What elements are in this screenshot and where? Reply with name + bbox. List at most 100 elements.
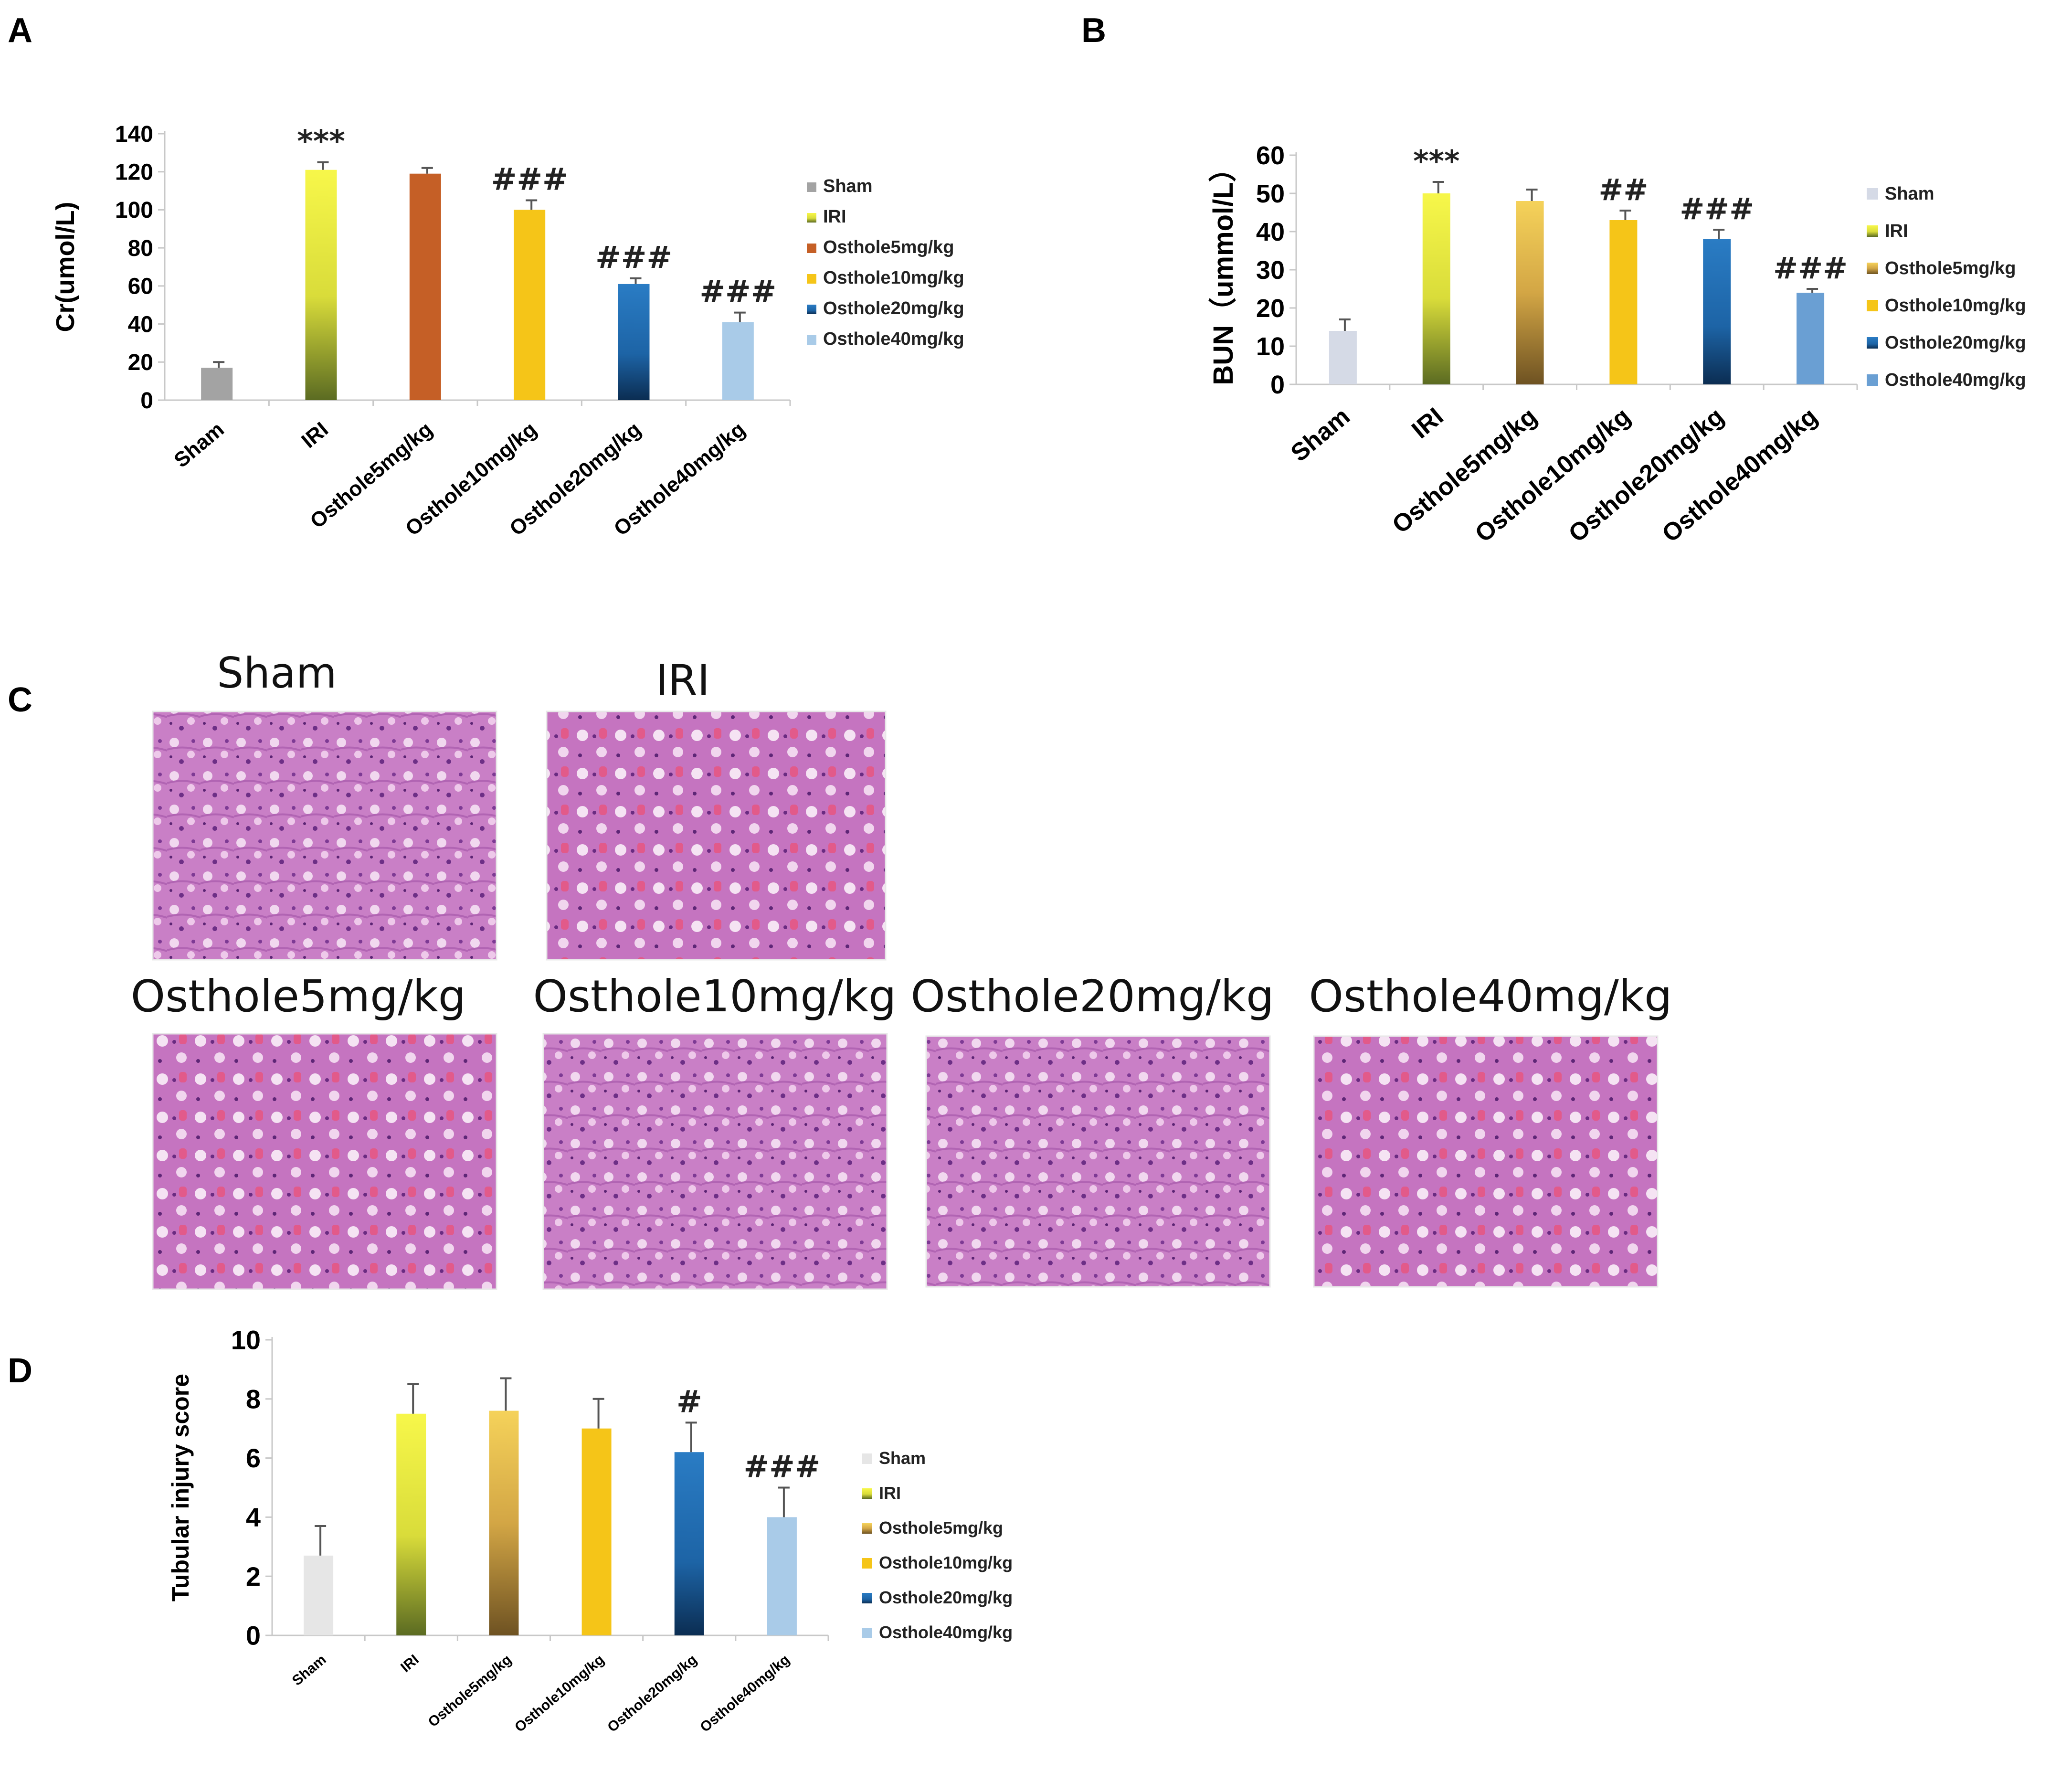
histology-title: Osthole5mg/kg <box>131 971 466 1022</box>
legend-swatch <box>862 1488 872 1499</box>
y-tick-label: 6 <box>246 1443 261 1473</box>
legend-entry: Osthole10mg/kg <box>823 268 964 288</box>
y-tick-label: 2 <box>246 1561 261 1591</box>
legend-entry: Osthole20mg/kg <box>1885 333 2026 353</box>
panel-b-bun-chart: 0 10 20 30 40 50 60 BUN（ummol/L） Sham IRI *** Ostho… <box>1208 141 2026 548</box>
histology-frame <box>925 1035 1271 1288</box>
panel-c-histology: Sham IRI Osthole5mg/kg Osthole10mg/kg Osthol… <box>131 648 1672 1290</box>
bar-4 <box>1609 220 1638 384</box>
legend-entry: Sham <box>823 176 872 196</box>
panel-a-cr-chart: 0 20 40 60 80 100 120 140 Cr(umol/L) Sham IRI *** Os… <box>51 122 964 541</box>
y-tick-label: 10 <box>1256 332 1285 361</box>
legend-swatch <box>1867 225 1878 237</box>
bar-1 <box>304 1555 334 1635</box>
significance-marker: ### <box>743 1450 820 1485</box>
legend-entry: Osthole40mg/kg <box>1885 370 2026 390</box>
x-tick-label: Osthole20mg/kg <box>604 1652 700 1735</box>
legend-entry: Osthole10mg/kg <box>1885 296 2026 316</box>
legend-entry: Osthole5mg/kg <box>879 1518 1003 1538</box>
y-axis-label: Cr(umol/L) <box>51 202 80 332</box>
bar-1 <box>1329 331 1357 384</box>
panel-letter-d: D <box>8 1352 32 1390</box>
significance-marker: *** <box>297 124 345 159</box>
legend-entry: Osthole5mg/kg <box>823 237 954 257</box>
y-tick-label: 0 <box>140 388 153 414</box>
legend-swatch <box>1867 337 1878 349</box>
bar-3 <box>1516 201 1544 384</box>
bar-2 <box>396 1413 426 1635</box>
legend-swatch <box>807 244 816 253</box>
x-tick-label: Sham <box>289 1652 329 1689</box>
legend-swatch <box>862 1453 872 1464</box>
bar-4 <box>581 1428 612 1635</box>
legend-swatch <box>1867 263 1878 274</box>
y-tick-label: 0 <box>246 1621 261 1651</box>
legend-swatch <box>862 1628 872 1638</box>
x-tick-label: Sham <box>169 418 228 473</box>
y-tick-label: 20 <box>128 350 153 375</box>
histology-title: Sham <box>217 648 337 698</box>
significance-marker: ### <box>595 240 672 276</box>
y-tick-label: 60 <box>128 274 153 299</box>
legend-entry: IRI <box>1885 221 1908 241</box>
y-tick-label: 80 <box>128 236 153 261</box>
significance-marker: ### <box>1680 191 1754 226</box>
bar-5 <box>1703 239 1731 384</box>
y-tick-label: 100 <box>115 198 153 223</box>
y-tick-label: 40 <box>128 312 153 337</box>
legend-entry: Osthole20mg/kg <box>879 1588 1013 1607</box>
legend-swatch <box>862 1558 872 1569</box>
y-tick-label: 50 <box>1256 180 1285 208</box>
legend-entry: Osthole10mg/kg <box>879 1553 1013 1572</box>
histology-title: IRI <box>655 656 709 705</box>
legend-entry: Osthole40mg/kg <box>879 1622 1013 1642</box>
histology-image <box>1314 1036 1658 1287</box>
significance-marker: ### <box>1773 251 1848 286</box>
legend-swatch <box>1867 374 1878 386</box>
histology-image <box>926 1036 1270 1287</box>
x-tick-label: Osthole5mg/kg <box>425 1652 515 1730</box>
x-tick-label: IRI <box>297 418 333 453</box>
histology-image <box>547 711 886 960</box>
bar-3 <box>409 173 441 400</box>
legend-swatch <box>1867 300 1878 311</box>
histology-frame <box>1313 1035 1659 1288</box>
legend-entry: Osthole5mg/kg <box>1885 258 2016 278</box>
x-tick-label: IRI <box>1406 403 1448 444</box>
histology-image <box>153 711 497 960</box>
legend-swatch <box>807 182 816 192</box>
bar-2 <box>305 170 337 400</box>
histology-title: Osthole40mg/kg <box>1309 971 1672 1022</box>
bar-6 <box>722 322 754 400</box>
y-tick-label: 120 <box>115 160 153 185</box>
legend-swatch <box>807 213 816 223</box>
legend-entry: Osthole20mg/kg <box>823 298 964 318</box>
y-tick-label: 40 <box>1256 218 1285 246</box>
histology-frame <box>152 1033 497 1290</box>
panel-letter-c: C <box>8 681 32 719</box>
x-tick-label: Osthole40mg/kg <box>697 1652 793 1735</box>
legend-swatch <box>862 1523 872 1534</box>
legend-swatch <box>807 274 816 284</box>
bar-1 <box>201 368 233 400</box>
histology-image <box>153 1034 497 1289</box>
y-tick-label: 4 <box>246 1502 261 1532</box>
panel-letter-b: B <box>1081 11 1106 50</box>
histology-image <box>543 1034 887 1289</box>
y-axis-label: BUN（ummol/L） <box>1208 154 1239 385</box>
histology-frame <box>542 1033 888 1290</box>
significance-marker: ### <box>699 275 776 310</box>
histology-frame <box>546 710 887 961</box>
y-tick-label: 20 <box>1256 294 1285 323</box>
legend-swatch <box>807 305 816 314</box>
y-tick-label: 0 <box>1270 371 1285 399</box>
legend-entry: IRI <box>823 207 846 227</box>
x-tick-label: IRI <box>398 1652 422 1675</box>
y-tick-label: 30 <box>1256 256 1285 285</box>
legend-entry: Osthole40mg/kg <box>823 329 964 349</box>
significance-marker: # <box>676 1384 702 1420</box>
bar-3 <box>489 1410 519 1635</box>
histology-title: Osthole20mg/kg <box>911 971 1274 1022</box>
bar-6 <box>767 1517 797 1635</box>
